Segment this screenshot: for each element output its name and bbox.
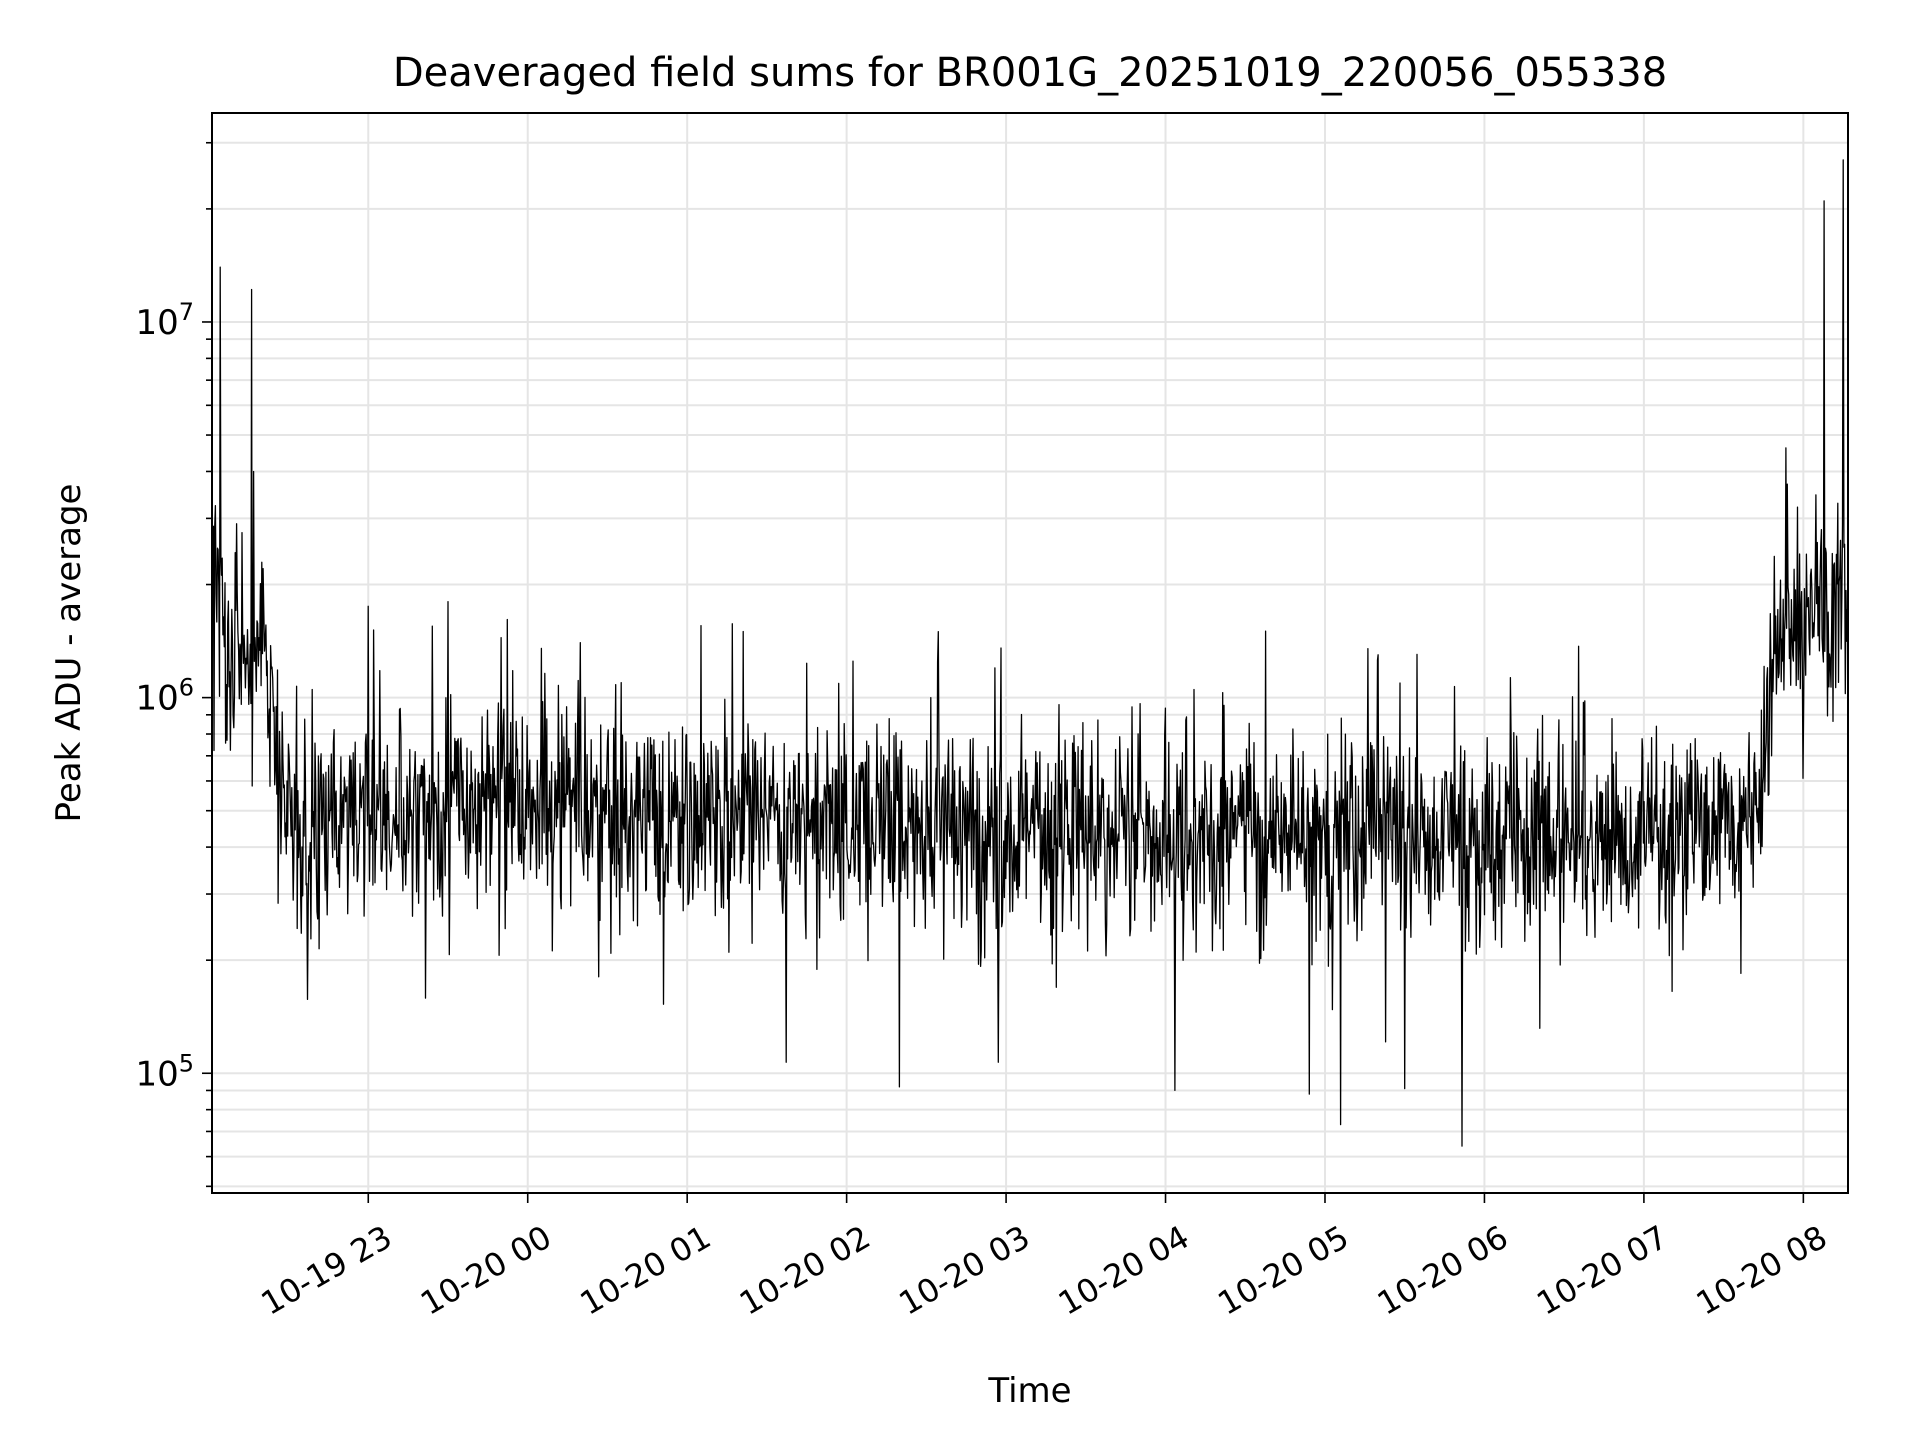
series-layer bbox=[211, 159, 1849, 1147]
x-axis-label: Time bbox=[987, 1371, 1071, 1411]
plot-frame bbox=[211, 112, 1849, 1194]
grid-layer bbox=[212, 113, 1848, 1193]
y-tick-label: 105 bbox=[135, 1049, 194, 1094]
chart-title: Deaveraged field sums for BR001G_2025101… bbox=[393, 50, 1667, 96]
series-line bbox=[211, 159, 1849, 1147]
y-tick-label: 106 bbox=[135, 674, 194, 719]
y-axis-label: Peak ADU - average bbox=[49, 484, 89, 823]
y-tick-label: 107 bbox=[135, 298, 194, 343]
